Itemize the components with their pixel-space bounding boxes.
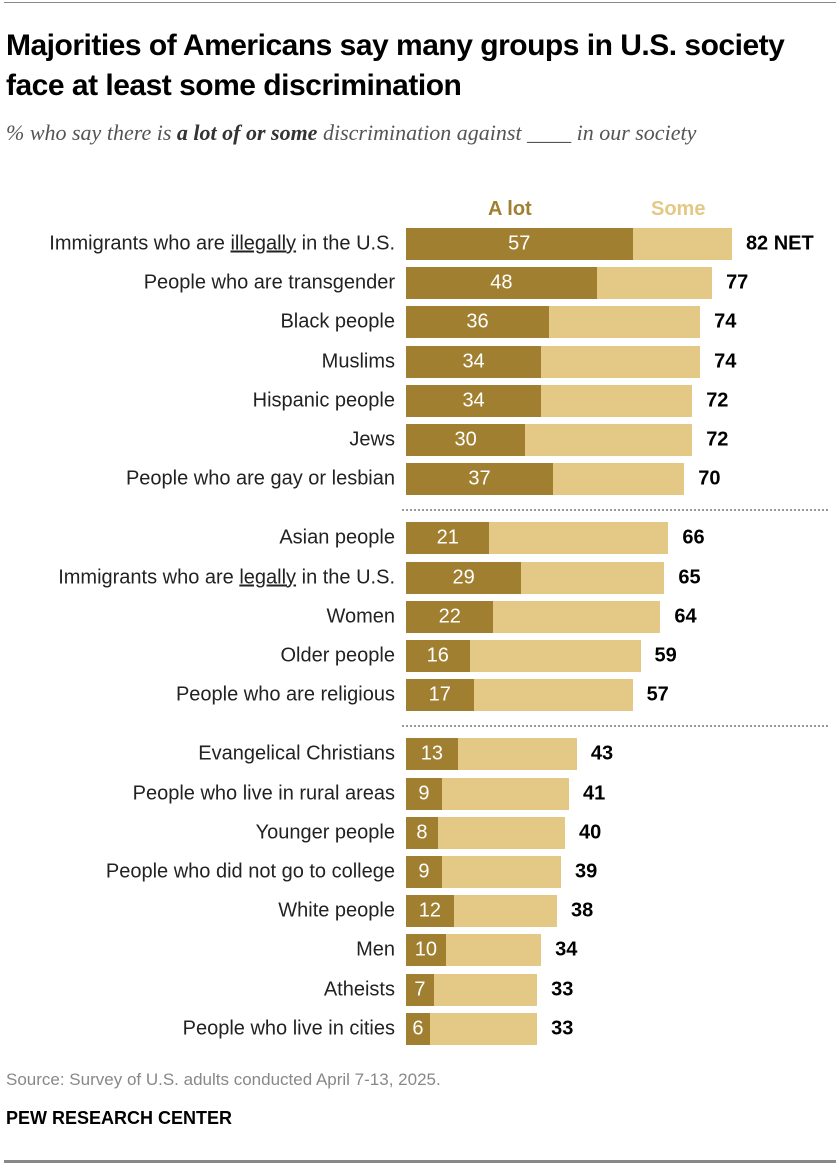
bar-a-lot-label: 37: [468, 467, 491, 490]
bar-a-lot: [406, 934, 446, 967]
bar-a-lot-label: 30: [454, 428, 477, 451]
bar-a-lot: [406, 306, 550, 339]
bar-a-lot: [406, 973, 434, 1006]
net-value-label: 33: [551, 978, 574, 1001]
bar-a-lot-label: 16: [426, 644, 449, 667]
bar-a-lot: [406, 777, 442, 810]
bar-a-lot-label: 57: [508, 232, 531, 255]
top-rule: [4, 2, 836, 3]
row-label: Immigrants who are illegally in the U.S.: [49, 232, 395, 255]
bar-a-lot: [406, 895, 454, 928]
bar-a-lot-label: 10: [414, 938, 437, 961]
chart-subtitle: % who say there is a lot of or some disc…: [6, 117, 826, 149]
bar-a-lot: [406, 561, 522, 594]
net-value-label: 39: [575, 860, 598, 883]
bar-a-lot-label: 6: [412, 1017, 424, 1040]
bar-a-lot: [406, 856, 442, 888]
bar-a-lot: [406, 816, 438, 849]
bar-a-lot-label: 9: [418, 782, 430, 805]
net-value-label: 70: [698, 467, 721, 490]
net-value-label: 38: [571, 899, 594, 922]
row-label: White people: [278, 899, 395, 922]
group-divider: [402, 725, 828, 727]
row-label: People who did not go to college: [105, 860, 395, 883]
row-label: Evangelical Christians: [198, 742, 395, 765]
row-label: Younger people: [255, 821, 395, 844]
net-value-label: 40: [579, 821, 602, 844]
bar-a-lot: [406, 424, 526, 456]
bar-a-lot-label: 34: [462, 350, 485, 373]
net-value-label: 72: [706, 389, 729, 412]
bar-a-lot-label: 13: [420, 742, 443, 765]
bar-a-lot-label: 34: [462, 389, 485, 412]
bar-a-lot-label: 8: [416, 821, 428, 844]
bar-a-lot: [406, 679, 474, 712]
row-label: People who are transgender: [143, 271, 395, 294]
bar-a-lot-label: 36: [466, 310, 489, 333]
net-value-label: 74: [714, 310, 737, 333]
net-value-label: 74: [714, 350, 737, 373]
row-label: Men: [356, 938, 395, 961]
bar-a-lot-label: 12: [418, 899, 441, 922]
bar-a-lot-label: 22: [438, 605, 461, 628]
bar-a-lot: [406, 345, 542, 378]
subtitle-bold: a lot of or some: [176, 120, 318, 145]
bar-a-lot-label: 48: [490, 271, 513, 294]
bar-a-lot-label: 21: [436, 526, 459, 549]
bar-a-lot: [406, 600, 494, 633]
row-label: Hispanic people: [252, 389, 395, 412]
net-value-label: 33: [551, 1017, 574, 1040]
net-value-label: 41: [582, 782, 606, 805]
bar-a-lot: [406, 384, 542, 417]
bar-a-lot-label: 17: [428, 683, 451, 706]
net-value-label: 77: [726, 271, 749, 294]
legend-some: Some: [651, 198, 706, 220]
row-label: People who live in cities: [182, 1017, 395, 1040]
bar-a-lot: [406, 463, 554, 496]
row-label: Women: [326, 605, 395, 628]
row-label: Black people: [280, 310, 395, 333]
row-label: Older people: [280, 644, 395, 667]
row-label: People who are gay or lesbian: [125, 467, 395, 490]
bar-a-lot-label: 7: [414, 978, 426, 1001]
net-value-label: 59: [654, 644, 677, 667]
row-label: Asian people: [279, 526, 395, 549]
chart-title: Majorities of Americans say many groups …: [6, 29, 785, 102]
stacked-bar-chart: Immigrants who are illegally in the U.S.…: [49, 228, 828, 1045]
group-divider: [402, 509, 828, 511]
net-value-label: 66: [682, 526, 705, 549]
net-value-label: 34: [555, 938, 578, 961]
net-value-label: 64: [674, 605, 697, 628]
row-label: Immigrants who are legally in the U.S.: [58, 566, 395, 589]
net-value-label: 82 NET: [745, 232, 814, 255]
row-label: Atheists: [323, 978, 395, 1001]
bar-a-lot: [406, 738, 458, 771]
bar-a-lot: [406, 1012, 430, 1045]
row-label: People who live in rural areas: [132, 782, 395, 805]
subtitle-text-end: discrimination against ____ in our socie…: [317, 120, 697, 145]
bar-a-lot: [406, 522, 490, 555]
bottom-rule: [4, 1160, 836, 1163]
row-label: Muslims: [321, 350, 395, 373]
bar-a-lot-label: 9: [418, 860, 430, 883]
bar-a-lot-label: 29: [452, 566, 475, 589]
bar-a-lot: [406, 228, 633, 260]
net-value-label: 43: [590, 742, 614, 765]
bar-a-lot: [406, 267, 597, 300]
row-label: Jews: [349, 428, 395, 451]
subtitle-text: % who say there is: [6, 120, 177, 145]
net-value-label: 57: [646, 683, 669, 706]
row-label: People who are religious: [175, 683, 395, 706]
legend-a-lot: A lot: [488, 198, 532, 220]
source-note: Source: Survey of U.S. adults conducted …: [6, 1070, 441, 1089]
net-value-label: 65: [678, 566, 701, 589]
brand-logo-text: PEW RESEARCH CENTER: [6, 1108, 233, 1128]
net-value-label: 72: [706, 428, 729, 451]
bar-a-lot: [406, 640, 470, 672]
